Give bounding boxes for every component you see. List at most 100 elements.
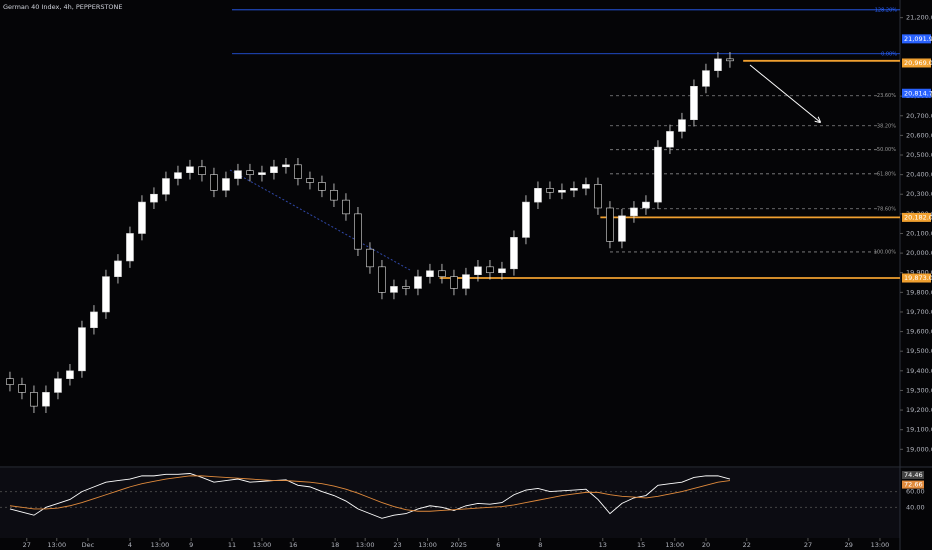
price-marker bbox=[902, 88, 931, 98]
y-tick-label: 20,400.0 bbox=[906, 171, 932, 179]
candle-body bbox=[678, 119, 686, 132]
candle-body bbox=[282, 164, 290, 168]
y-tick-label: 20,300.0 bbox=[906, 190, 932, 198]
candle-body bbox=[6, 378, 14, 385]
candle-body bbox=[498, 268, 506, 274]
x-tick-label: 27 bbox=[23, 541, 31, 549]
fib-label: 0.00% bbox=[881, 51, 897, 57]
candle-body bbox=[366, 248, 374, 268]
candle-body bbox=[78, 327, 86, 372]
price-marker bbox=[902, 34, 931, 44]
candle-body bbox=[114, 260, 122, 277]
price-marker bbox=[902, 58, 931, 68]
price-marker-label: 20,182.0 bbox=[904, 213, 932, 221]
y-tick-label: 20,500.0 bbox=[906, 151, 932, 159]
candle-body bbox=[510, 237, 518, 270]
y-tick-label: 19,300.0 bbox=[906, 386, 932, 394]
candle-body bbox=[714, 58, 722, 71]
candle-body bbox=[474, 266, 482, 275]
y-tick-label: 19,100.0 bbox=[906, 426, 932, 434]
y-tick-label: 20,600.0 bbox=[906, 131, 932, 139]
y-tick-label: 20,000.0 bbox=[906, 249, 932, 257]
candle-body bbox=[666, 131, 674, 148]
candle-body bbox=[138, 201, 146, 234]
x-tick-label: 2025 bbox=[450, 541, 467, 549]
candle-body bbox=[582, 184, 590, 189]
candle-body bbox=[294, 164, 302, 179]
x-tick-label: 13:00 bbox=[356, 541, 375, 549]
candle-body bbox=[354, 213, 362, 250]
candle-body bbox=[390, 286, 398, 293]
last-value-label: 74.46 bbox=[904, 471, 923, 479]
price-marker-label: 19,873.0 bbox=[904, 274, 932, 282]
candle-body bbox=[150, 193, 158, 203]
x-tick-label: 18 bbox=[331, 541, 339, 549]
price-marker-label: 20,814.7 bbox=[904, 89, 932, 97]
candle-body bbox=[330, 190, 338, 201]
candle-body bbox=[438, 270, 446, 277]
y-tick-label: 20,700.0 bbox=[906, 112, 932, 120]
x-tick-label: 29 bbox=[845, 541, 853, 549]
candle-body bbox=[102, 276, 110, 313]
y-tick-label: 60.00 bbox=[906, 488, 925, 496]
x-tick-label: 4 bbox=[128, 541, 132, 549]
price-marker bbox=[902, 273, 931, 283]
y-tick-label: 19,900.0 bbox=[906, 269, 932, 277]
y-tick-label: 19,700.0 bbox=[906, 308, 932, 316]
y-tick-label: 19,500.0 bbox=[906, 347, 932, 355]
fib-label: 61.80% bbox=[877, 171, 896, 177]
candle-body bbox=[186, 166, 194, 173]
fib-label: 78.60% bbox=[877, 206, 896, 212]
x-tick-label: 8 bbox=[538, 541, 542, 549]
fib-label: 50.00% bbox=[877, 147, 896, 153]
x-tick-label: 6 bbox=[496, 541, 500, 549]
candle-body bbox=[522, 201, 530, 238]
candle-body bbox=[90, 311, 98, 328]
y-tick-label: 19,000.0 bbox=[906, 445, 932, 453]
candle-body bbox=[246, 170, 254, 175]
x-tick-label: 13:00 bbox=[151, 541, 170, 549]
candle-body bbox=[198, 166, 206, 175]
candle-body bbox=[174, 172, 182, 179]
x-tick-label: 13:00 bbox=[47, 541, 66, 549]
candle-body bbox=[162, 178, 170, 195]
rsi-pane bbox=[0, 468, 900, 538]
candle-body bbox=[30, 392, 38, 407]
candle-body bbox=[234, 170, 242, 179]
candle-body bbox=[726, 58, 734, 62]
candle-body bbox=[618, 215, 626, 242]
price-marker-label: 21,091.9 bbox=[904, 35, 932, 43]
candle-body bbox=[534, 188, 542, 203]
fib-label: 38.20% bbox=[877, 123, 896, 129]
candle-body bbox=[18, 384, 26, 393]
x-tick-label: 15 bbox=[637, 541, 645, 549]
candle-body bbox=[378, 266, 386, 293]
x-tick-label: 13:00 bbox=[665, 541, 684, 549]
last-value-marker bbox=[902, 471, 924, 480]
rsi-line bbox=[9, 475, 731, 512]
y-tick-label: 19,400.0 bbox=[906, 367, 932, 375]
candle-body bbox=[414, 276, 422, 289]
fib-label: 23.60% bbox=[877, 93, 896, 99]
y-tick-label: 19,800.0 bbox=[906, 288, 932, 296]
candle-body bbox=[54, 378, 62, 393]
x-tick-label: 20 bbox=[702, 541, 710, 549]
y-tick-label: 21,200.0 bbox=[906, 14, 932, 22]
candle-body bbox=[258, 172, 266, 175]
candle-body bbox=[462, 274, 470, 289]
candle-body bbox=[546, 188, 554, 193]
candle-body bbox=[306, 178, 314, 183]
candle-body bbox=[642, 201, 650, 209]
x-tick-label: 27 bbox=[804, 541, 812, 549]
y-tick-label: 19,600.0 bbox=[906, 328, 932, 336]
x-tick-label: 13:00 bbox=[871, 541, 890, 549]
x-tick-label: 13:00 bbox=[253, 541, 272, 549]
y-tick-label: 40.00 bbox=[906, 503, 925, 511]
x-tick-label: 22 bbox=[743, 541, 751, 549]
candle-body bbox=[570, 188, 578, 191]
candle-body bbox=[630, 207, 638, 217]
candle-body bbox=[222, 178, 230, 191]
candle-body bbox=[342, 199, 350, 215]
x-tick-label: Dec bbox=[82, 541, 95, 549]
